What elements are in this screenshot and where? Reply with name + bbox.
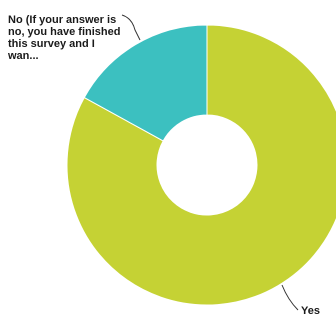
leader-line-yes: [281, 284, 299, 311]
slice-label-no: No (If your answer is no, you have finis…: [8, 14, 121, 62]
slice-label-yes: Yes: [301, 305, 320, 317]
slice-no: [83, 24, 208, 142]
leader-line-no: [121, 14, 141, 41]
slice-yes: [66, 24, 336, 306]
